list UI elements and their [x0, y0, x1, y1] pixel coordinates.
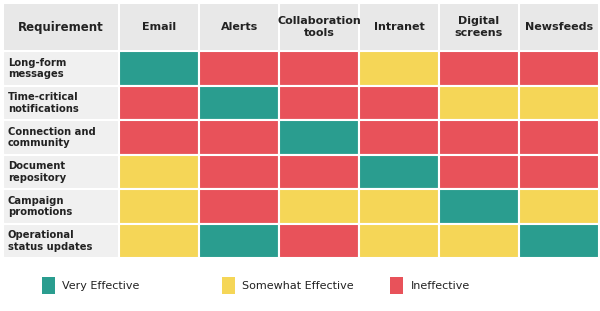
Text: Very Effective: Very Effective — [62, 281, 140, 290]
Bar — [359, 86, 439, 120]
Bar — [279, 224, 359, 258]
Text: Document
repository: Document repository — [8, 161, 66, 183]
Bar — [119, 3, 199, 51]
Text: Email: Email — [142, 22, 176, 32]
Bar — [3, 189, 119, 224]
Bar — [519, 51, 599, 86]
Text: Newsfeeds: Newsfeeds — [525, 22, 593, 32]
Bar — [222, 277, 235, 294]
Bar — [519, 224, 599, 258]
Text: Alerts: Alerts — [220, 22, 258, 32]
Text: Campaign
promotions: Campaign promotions — [8, 196, 72, 217]
Bar — [519, 120, 599, 155]
Bar — [279, 155, 359, 189]
Bar — [3, 120, 119, 155]
Bar — [439, 3, 519, 51]
Bar — [199, 155, 279, 189]
Text: Collaboration
tools: Collaboration tools — [277, 16, 361, 38]
Bar — [3, 3, 119, 51]
Bar — [519, 86, 599, 120]
Bar — [3, 86, 119, 120]
Bar — [519, 155, 599, 189]
Text: Ineffective: Ineffective — [410, 281, 470, 290]
Text: Operational
status updates: Operational status updates — [8, 230, 92, 252]
Bar — [279, 189, 359, 224]
Bar — [359, 51, 439, 86]
Text: Digital
screens: Digital screens — [455, 16, 503, 38]
Text: Long-form
messages: Long-form messages — [8, 58, 66, 79]
Text: Somewhat Effective: Somewhat Effective — [242, 281, 354, 290]
Bar — [439, 51, 519, 86]
Text: Requirement: Requirement — [18, 21, 104, 34]
Bar — [119, 86, 199, 120]
Bar — [279, 51, 359, 86]
Bar — [519, 3, 599, 51]
Bar — [199, 51, 279, 86]
Bar — [3, 155, 119, 189]
Bar — [439, 189, 519, 224]
Bar — [199, 189, 279, 224]
Bar — [199, 224, 279, 258]
Bar — [279, 3, 359, 51]
Bar — [3, 51, 119, 86]
Bar — [439, 224, 519, 258]
Bar — [519, 189, 599, 224]
Bar — [279, 86, 359, 120]
Bar — [119, 189, 199, 224]
Bar — [3, 224, 119, 258]
Bar — [439, 155, 519, 189]
Bar — [199, 120, 279, 155]
Bar — [199, 86, 279, 120]
Text: Intranet: Intranet — [374, 22, 424, 32]
Bar — [42, 277, 55, 294]
Bar — [359, 155, 439, 189]
Bar — [439, 120, 519, 155]
Text: Connection and
community: Connection and community — [8, 127, 95, 148]
Bar — [119, 120, 199, 155]
Text: Time-critical
notifications: Time-critical notifications — [8, 92, 79, 114]
Bar — [279, 120, 359, 155]
Bar — [199, 3, 279, 51]
Bar — [119, 51, 199, 86]
Bar — [359, 120, 439, 155]
Bar — [390, 277, 403, 294]
Bar — [359, 189, 439, 224]
Bar — [119, 155, 199, 189]
Bar — [439, 86, 519, 120]
Bar — [119, 224, 199, 258]
Bar — [359, 224, 439, 258]
Bar — [359, 3, 439, 51]
